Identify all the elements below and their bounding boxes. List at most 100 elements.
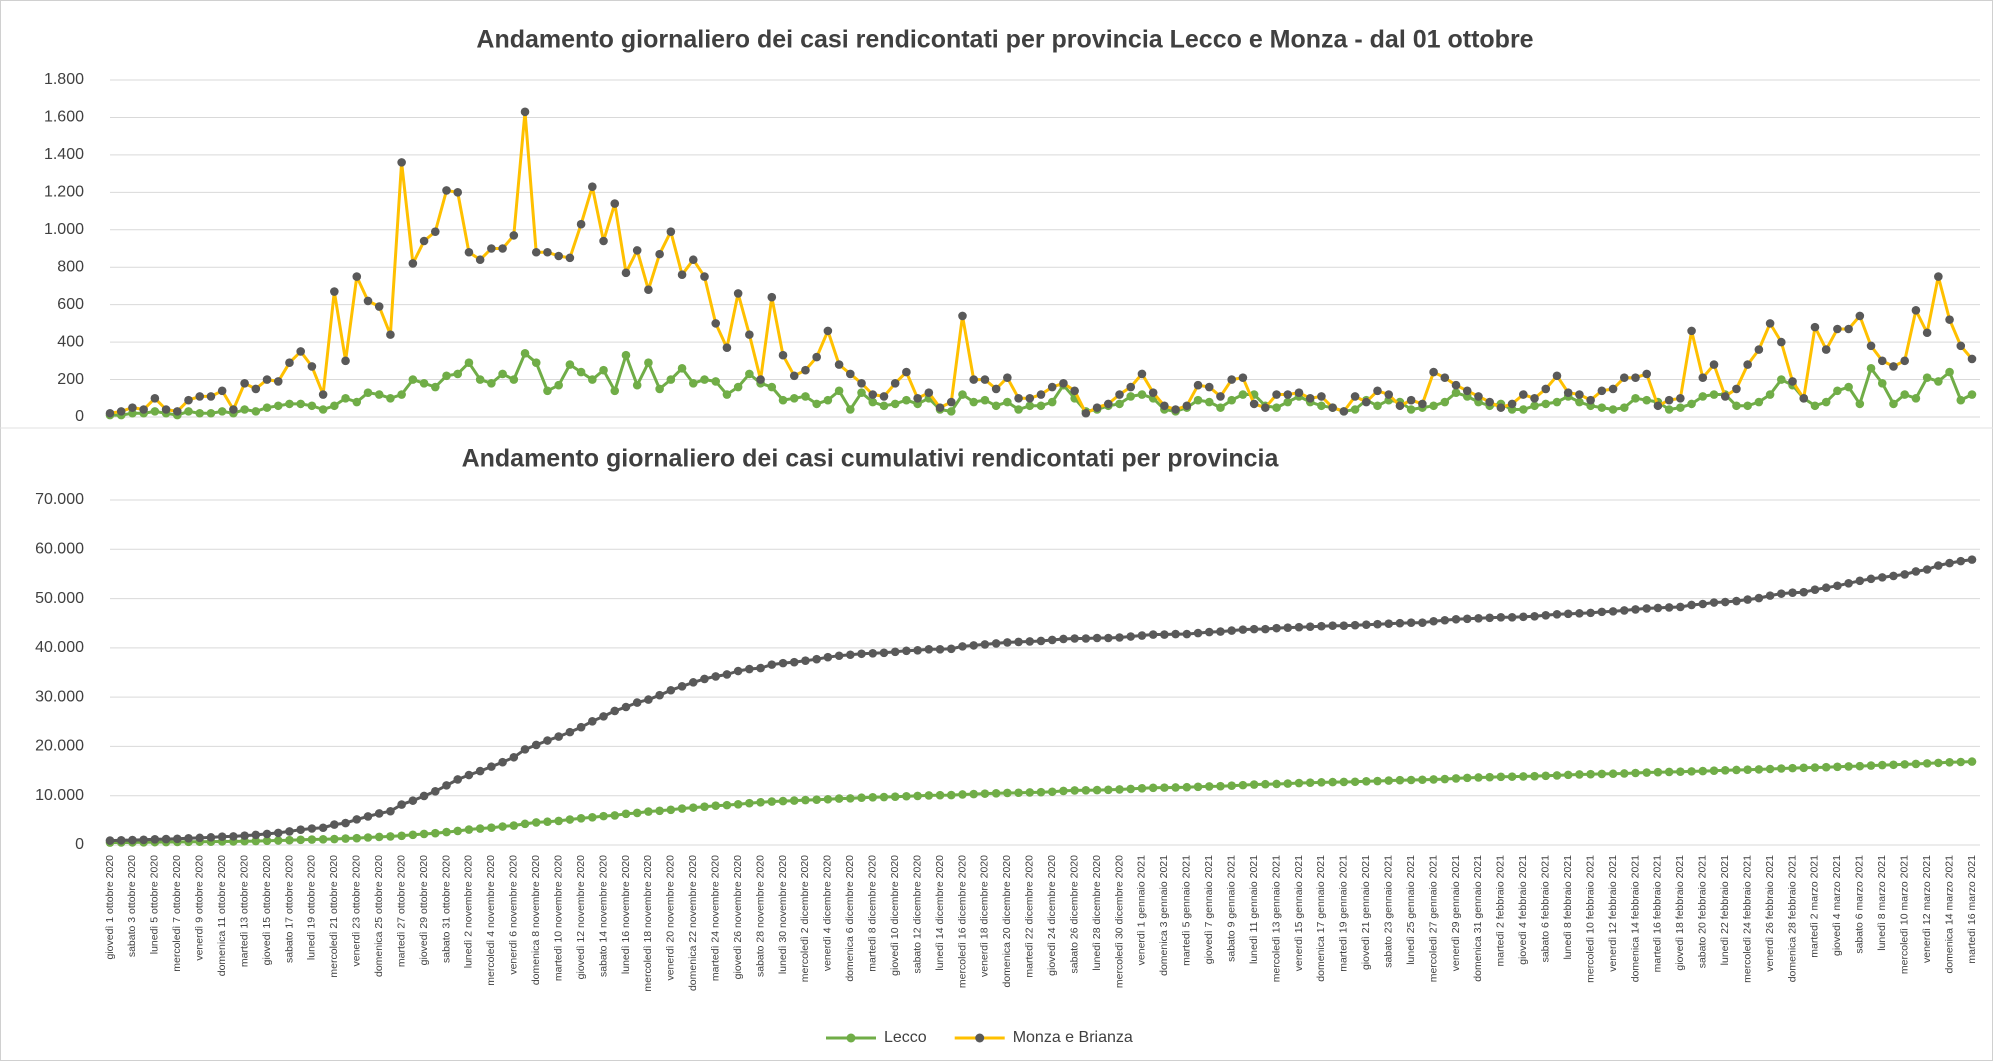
data-point xyxy=(1373,776,1382,786)
data-point xyxy=(1844,324,1853,334)
data-point xyxy=(531,818,541,827)
data-point xyxy=(1047,635,1057,645)
data-point xyxy=(1339,407,1349,416)
data-point xyxy=(1249,780,1259,789)
data-point xyxy=(722,343,732,353)
data-point xyxy=(1361,620,1371,629)
data-point xyxy=(1777,764,1786,773)
data-point xyxy=(1777,589,1786,598)
data-point xyxy=(677,804,687,813)
data-point xyxy=(655,806,664,816)
data-point xyxy=(801,365,810,375)
data-point xyxy=(520,745,530,754)
x-tick-label: venerdì 4 dicembre 2020 xyxy=(822,855,834,971)
data-point xyxy=(1720,597,1730,607)
data-point xyxy=(1025,393,1035,403)
data-point xyxy=(430,828,440,838)
x-tick-label: sabato 3 ottobre 2020 xyxy=(126,855,138,957)
data-point xyxy=(543,736,552,745)
data-point xyxy=(1160,401,1169,411)
data-point xyxy=(1530,401,1539,411)
data-point xyxy=(1631,605,1640,614)
data-point xyxy=(745,798,754,808)
data-point xyxy=(374,832,384,842)
data-point xyxy=(890,792,900,801)
data-point xyxy=(1485,613,1494,623)
data-point xyxy=(991,384,1001,394)
data-point xyxy=(128,403,137,412)
data-point xyxy=(1777,337,1786,347)
data-point xyxy=(1866,364,1876,373)
data-point xyxy=(1530,612,1539,621)
data-point xyxy=(621,702,631,712)
data-point xyxy=(1350,405,1360,414)
data-point xyxy=(1036,390,1046,399)
data-point xyxy=(846,794,855,803)
data-point xyxy=(700,674,709,684)
data-point xyxy=(464,247,474,257)
data-point xyxy=(621,809,631,819)
data-point xyxy=(1788,377,1797,386)
data-point xyxy=(1261,403,1270,412)
x-tick-label: venerdì 23 ottobre 2020 xyxy=(351,855,363,967)
data-point xyxy=(969,397,978,407)
data-point xyxy=(823,326,833,336)
data-point xyxy=(1597,769,1607,779)
data-point xyxy=(565,727,575,737)
data-point xyxy=(363,812,373,821)
data-point xyxy=(1575,397,1584,407)
data-point xyxy=(150,835,160,844)
data-point xyxy=(902,646,911,656)
data-point xyxy=(1148,388,1158,397)
data-point xyxy=(1664,395,1674,405)
data-point xyxy=(1047,382,1057,392)
data-point xyxy=(217,386,227,396)
data-point xyxy=(1608,769,1618,779)
data-point xyxy=(980,640,990,649)
data-point xyxy=(1934,377,1943,386)
x-tick-label: sabato 26 dicembre 2020 xyxy=(1068,855,1080,974)
data-point xyxy=(969,375,978,384)
data-point xyxy=(1810,322,1820,332)
x-tick-label: venerdì 15 gennaio 2021 xyxy=(1293,855,1305,971)
x-tick-label: sabato 23 gennaio 2021 xyxy=(1383,855,1395,968)
data-point xyxy=(834,386,844,396)
data-point xyxy=(846,405,855,414)
data-point xyxy=(588,182,597,192)
data-point xyxy=(1182,782,1192,792)
data-point xyxy=(935,645,945,654)
data-point xyxy=(128,835,137,845)
data-point xyxy=(1833,581,1842,591)
data-point xyxy=(1519,390,1528,399)
x-tick-label: martedì 16 marzo 2021 xyxy=(1966,855,1978,964)
data-point xyxy=(1193,782,1203,792)
data-point xyxy=(1148,630,1158,639)
x-tick-label: venerdì 9 ottobre 2020 xyxy=(194,855,206,961)
x-tick-label: lunedì 5 ottobre 2020 xyxy=(149,855,161,954)
data-point xyxy=(1328,403,1337,412)
data-point xyxy=(1440,373,1450,382)
data-point xyxy=(1642,369,1652,379)
data-point xyxy=(655,249,664,259)
data-point xyxy=(173,834,182,844)
data-point xyxy=(924,645,934,654)
data-point xyxy=(1025,401,1035,411)
data-point xyxy=(1687,326,1696,336)
data-point xyxy=(330,287,339,296)
x-tick-label: venerdì 12 febbraio 2021 xyxy=(1607,855,1619,972)
data-point xyxy=(1810,763,1820,772)
data-point xyxy=(789,393,799,403)
data-point xyxy=(1945,757,1954,767)
data-point xyxy=(1664,603,1674,612)
data-point xyxy=(1227,626,1236,635)
x-tick-label: mercoledì 4 novembre 2020 xyxy=(485,855,497,986)
data-point xyxy=(1900,570,1909,579)
data-point xyxy=(251,407,261,416)
data-point xyxy=(318,390,328,399)
data-point xyxy=(1956,341,1966,351)
data-point xyxy=(363,388,373,397)
data-point xyxy=(1507,772,1517,781)
data-point xyxy=(1092,785,1102,795)
data-point xyxy=(430,227,440,236)
data-point xyxy=(1653,603,1663,613)
